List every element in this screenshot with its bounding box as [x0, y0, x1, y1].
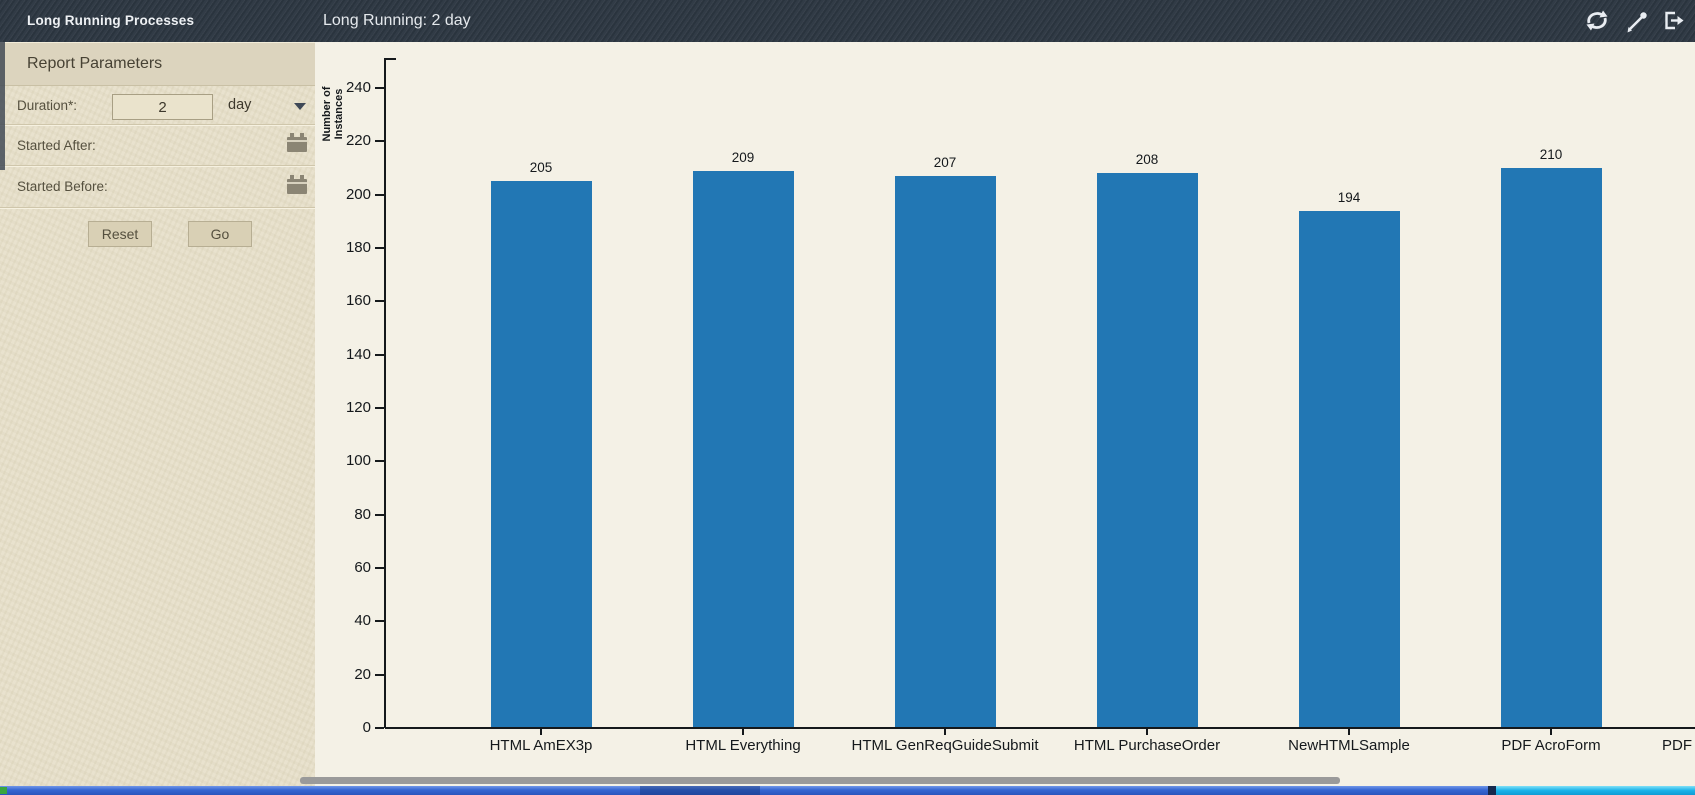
exit-icon[interactable] — [1662, 9, 1688, 35]
calendar-icon[interactable] — [287, 175, 307, 194]
bar[interactable] — [894, 176, 996, 727]
x-tick-label: HTML PurchaseOrder — [1073, 737, 1221, 754]
taskbar-edge — [0, 786, 1695, 795]
y-tick-label: 200 — [345, 185, 371, 203]
x-tick-label: PDF AcroForm — [1501, 737, 1601, 754]
reset-button[interactable]: Reset — [88, 221, 152, 247]
x-tick-label: NewHTMLSample — [1288, 737, 1410, 754]
y-tick — [375, 673, 384, 676]
bar-value-label: 207 — [933, 155, 957, 170]
y-tick — [375, 727, 384, 729]
taskbar-cyan-segment — [1496, 786, 1695, 795]
y-tick — [375, 140, 384, 143]
taskbar-divider — [1488, 786, 1496, 795]
eyedropper-icon[interactable] — [1624, 9, 1650, 35]
bar-value-label: 210 — [1539, 147, 1563, 162]
started-before-row: Started Before: — [0, 166, 315, 208]
y-tick-label: 120 — [345, 399, 371, 416]
y-tick — [375, 407, 384, 409]
calendar-icon[interactable] — [287, 133, 307, 152]
report-parameters-panel: Report Parameters Duration*: day Started… — [0, 42, 315, 789]
buttons-row: Reset Go — [0, 208, 315, 268]
duration-unit-value[interactable]: day — [228, 97, 252, 113]
x-tick — [944, 728, 946, 735]
y-tick-label: 100 — [345, 452, 371, 470]
window-edge-shadow — [0, 42, 5, 170]
x-tick-label: HTML Everything — [685, 737, 801, 754]
bar-value-label: 209 — [731, 149, 755, 165]
bar-value-label: 194 — [1337, 189, 1361, 205]
y-axis-line — [384, 58, 386, 728]
bar-value-label: 208 — [1135, 152, 1159, 168]
x-axis-line — [385, 727, 1695, 729]
y-tick-label: 20 — [354, 665, 371, 683]
x-tick — [540, 728, 542, 735]
top-header-bar: Long Running Processes Long Running: 2 d… — [0, 0, 1695, 42]
y-tick — [375, 193, 384, 196]
y-tick — [375, 460, 384, 463]
duration-label: Duration*: — [17, 98, 78, 113]
x-tick-label-partial: PDF — [1662, 737, 1692, 754]
x-tick-label: HTML AmEX3p — [489, 737, 593, 754]
panel-title: Report Parameters — [27, 55, 163, 72]
taskbar-green-indicator — [0, 787, 7, 794]
panel-header: Report Parameters — [0, 42, 315, 86]
y-tick — [375, 300, 384, 303]
y-tick — [375, 620, 384, 623]
go-button[interactable]: Go — [188, 221, 252, 247]
chevron-down-icon[interactable] — [294, 103, 306, 110]
y-tick — [375, 567, 384, 569]
x-tick-label: HTML GenReqGuideSubmit — [851, 737, 1039, 754]
bar-value-label: 205 — [529, 160, 553, 176]
y-tick-label: 240 — [345, 79, 371, 96]
y-tick-label: 60 — [354, 559, 371, 576]
y-tick-label: 160 — [345, 292, 371, 310]
horizontal-scrollbar-thumb[interactable] — [300, 777, 1340, 784]
report-title: Long Running: 2 day — [323, 12, 471, 29]
started-after-label: Started After: — [17, 138, 96, 153]
y-tick-label: 80 — [354, 505, 371, 523]
bar[interactable] — [1500, 168, 1602, 727]
y-axis-top-cap — [385, 58, 396, 60]
y-tick — [375, 247, 384, 249]
y-tick-label: 220 — [345, 132, 371, 150]
y-tick — [375, 353, 384, 356]
x-tick — [1146, 728, 1148, 735]
bar[interactable] — [1096, 173, 1198, 727]
started-after-row: Started After: — [0, 125, 315, 166]
y-tick-label: 140 — [345, 345, 371, 363]
refresh-icon[interactable] — [1584, 9, 1610, 35]
window-title: Long Running Processes — [27, 13, 195, 28]
x-tick — [1550, 728, 1552, 735]
bar[interactable] — [1298, 210, 1400, 727]
bar[interactable] — [692, 170, 794, 727]
y-tick-label: 180 — [345, 239, 371, 256]
x-tick — [742, 728, 744, 735]
x-tick — [1348, 728, 1350, 735]
started-before-label: Started Before: — [17, 179, 108, 194]
y-tick — [375, 87, 384, 89]
y-tick-label: 0 — [362, 719, 371, 736]
duration-input[interactable] — [112, 94, 213, 120]
y-tick — [375, 513, 384, 516]
bar[interactable] — [490, 181, 592, 727]
duration-row: Duration*: day — [0, 86, 315, 125]
y-tick-label: 40 — [354, 612, 371, 630]
taskbar-dark-segment — [640, 786, 760, 795]
